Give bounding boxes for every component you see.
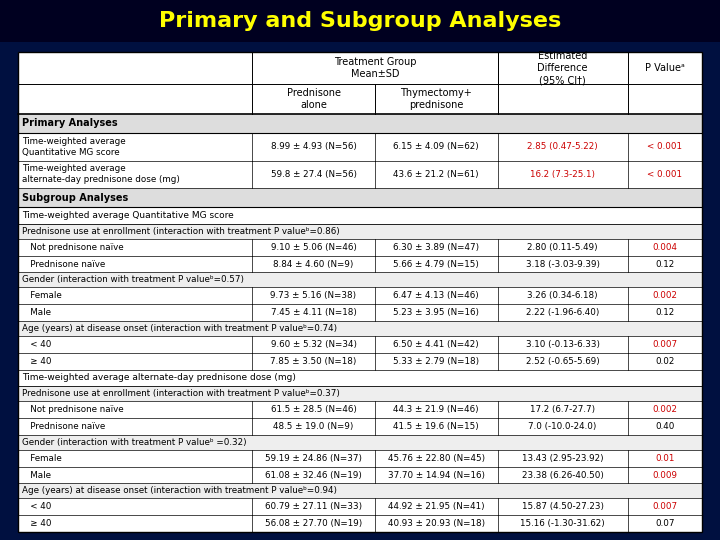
Text: 2.22 (-1.96-6.40): 2.22 (-1.96-6.40) xyxy=(526,308,599,317)
Text: Not prednisone naïve: Not prednisone naïve xyxy=(22,405,124,414)
Text: 3.10 (-0.13-6.33): 3.10 (-0.13-6.33) xyxy=(526,340,600,349)
Text: Time-weighted average alternate-day prednisone dose (mg): Time-weighted average alternate-day pred… xyxy=(22,374,296,382)
Text: Thymectomy+
prednisone: Thymectomy+ prednisone xyxy=(400,88,472,110)
Text: ≥ 40: ≥ 40 xyxy=(22,356,52,366)
Text: ≥ 40: ≥ 40 xyxy=(22,519,52,528)
Text: 6.47 ± 4.13 (N=46): 6.47 ± 4.13 (N=46) xyxy=(393,291,479,300)
Text: 44.92 ± 21.95 (N=41): 44.92 ± 21.95 (N=41) xyxy=(388,502,485,511)
Text: Not prednisone naïve: Not prednisone naïve xyxy=(22,242,124,252)
Text: 56.08 ± 27.70 (N=19): 56.08 ± 27.70 (N=19) xyxy=(265,519,362,528)
Text: 0.01: 0.01 xyxy=(655,454,675,463)
Text: Prednisone
alone: Prednisone alone xyxy=(287,88,341,110)
Text: 0.009: 0.009 xyxy=(652,470,678,480)
Text: Primary and Subgroup Analyses: Primary and Subgroup Analyses xyxy=(159,11,561,31)
Bar xyxy=(18,321,702,336)
Text: 6.30 ± 3.89 (N=47): 6.30 ± 3.89 (N=47) xyxy=(393,242,480,252)
Text: Gender (interaction with treatment P valueᵇ=0.57): Gender (interaction with treatment P val… xyxy=(22,275,244,285)
Text: 5.66 ± 4.79 (N=15): 5.66 ± 4.79 (N=15) xyxy=(393,260,479,268)
Text: 6.15 ± 4.09 (N=62): 6.15 ± 4.09 (N=62) xyxy=(393,142,479,151)
Text: Time-weighted average
Quantitative MG score: Time-weighted average Quantitative MG sc… xyxy=(22,137,125,157)
Text: 43.6 ± 21.2 (N=61): 43.6 ± 21.2 (N=61) xyxy=(393,170,479,179)
Text: Primary Analyses: Primary Analyses xyxy=(22,118,117,129)
Bar xyxy=(18,483,702,498)
Bar xyxy=(18,387,702,401)
Bar xyxy=(18,188,702,207)
Bar xyxy=(18,114,702,133)
Text: Female: Female xyxy=(22,454,62,463)
Text: 8.99 ± 4.93 (N=56): 8.99 ± 4.93 (N=56) xyxy=(271,142,356,151)
Text: 61.5 ± 28.5 (N=46): 61.5 ± 28.5 (N=46) xyxy=(271,405,356,414)
Text: 5.33 ± 2.79 (N=18): 5.33 ± 2.79 (N=18) xyxy=(393,356,480,366)
Text: 7.0 (-10.0-24.0): 7.0 (-10.0-24.0) xyxy=(528,422,597,431)
Text: 2.85 (0.47-5.22): 2.85 (0.47-5.22) xyxy=(527,142,598,151)
Text: 9.73 ± 5.16 (N=38): 9.73 ± 5.16 (N=38) xyxy=(271,291,356,300)
Text: < 40: < 40 xyxy=(22,502,51,511)
Text: 0.002: 0.002 xyxy=(652,291,678,300)
Text: Prednisone naïve: Prednisone naïve xyxy=(22,422,105,431)
Text: Male: Male xyxy=(22,308,51,317)
Text: 15.16 (-1.30-31.62): 15.16 (-1.30-31.62) xyxy=(521,519,605,528)
Text: 16.2 (7.3-25.1): 16.2 (7.3-25.1) xyxy=(530,170,595,179)
Text: Prednisone use at enrollment (interaction with treatment P valueᵇ=0.37): Prednisone use at enrollment (interactio… xyxy=(22,389,340,399)
Text: 13.43 (2.95-23.92): 13.43 (2.95-23.92) xyxy=(522,454,603,463)
Text: 2.80 (0.11-5.49): 2.80 (0.11-5.49) xyxy=(527,242,598,252)
Text: 23.38 (6.26-40.50): 23.38 (6.26-40.50) xyxy=(522,470,603,480)
Text: < 0.001: < 0.001 xyxy=(647,170,683,179)
Bar xyxy=(18,273,702,287)
Text: Time-weighted average
alternate-day prednisone dose (mg): Time-weighted average alternate-day pred… xyxy=(22,164,180,185)
Text: 0.02: 0.02 xyxy=(655,356,675,366)
Text: 41.5 ± 19.6 (N=15): 41.5 ± 19.6 (N=15) xyxy=(393,422,479,431)
Text: 59.19 ± 24.86 (N=37): 59.19 ± 24.86 (N=37) xyxy=(265,454,362,463)
Text: < 0.001: < 0.001 xyxy=(647,142,683,151)
Text: 17.2 (6.7-27.7): 17.2 (6.7-27.7) xyxy=(530,405,595,414)
Text: Time-weighted average Quantitative MG score: Time-weighted average Quantitative MG sc… xyxy=(22,211,234,220)
Text: P Valueᵃ: P Valueᵃ xyxy=(645,63,685,73)
Text: Prednisone use at enrollment (interaction with treatment P valueᵇ=0.86): Prednisone use at enrollment (interactio… xyxy=(22,227,340,236)
Text: 7.45 ± 4.11 (N=18): 7.45 ± 4.11 (N=18) xyxy=(271,308,356,317)
Text: Estimated
Difference
(95% CI†): Estimated Difference (95% CI†) xyxy=(537,51,588,85)
Text: 45.76 ± 22.80 (N=45): 45.76 ± 22.80 (N=45) xyxy=(387,454,485,463)
Text: 2.52 (-0.65-5.69): 2.52 (-0.65-5.69) xyxy=(526,356,600,366)
Text: 3.18 (-3.03-9.39): 3.18 (-3.03-9.39) xyxy=(526,260,600,268)
Text: 9.60 ± 5.32 (N=34): 9.60 ± 5.32 (N=34) xyxy=(271,340,356,349)
Bar xyxy=(18,224,702,239)
Text: < 40: < 40 xyxy=(22,340,51,349)
Bar xyxy=(18,52,702,532)
Text: 6.50 ± 4.41 (N=42): 6.50 ± 4.41 (N=42) xyxy=(393,340,479,349)
Text: 5.23 ± 3.95 (N=16): 5.23 ± 3.95 (N=16) xyxy=(393,308,480,317)
Text: Male: Male xyxy=(22,470,51,480)
Text: Age (years) at disease onset (interaction with treatment P valueᵇ=0.94): Age (years) at disease onset (interactio… xyxy=(22,487,337,495)
Text: 3.26 (0.34-6.18): 3.26 (0.34-6.18) xyxy=(527,291,598,300)
Text: 48.5 ± 19.0 (N=9): 48.5 ± 19.0 (N=9) xyxy=(274,422,354,431)
Text: Subgroup Analyses: Subgroup Analyses xyxy=(22,193,128,202)
Text: Female: Female xyxy=(22,291,62,300)
Text: Prednisone naïve: Prednisone naïve xyxy=(22,260,105,268)
Text: Treatment Group
Mean±SD: Treatment Group Mean±SD xyxy=(333,57,416,79)
Text: 37.70 ± 14.94 (N=16): 37.70 ± 14.94 (N=16) xyxy=(387,470,485,480)
Text: 0.002: 0.002 xyxy=(652,405,678,414)
Text: 59.8 ± 27.4 (N=56): 59.8 ± 27.4 (N=56) xyxy=(271,170,356,179)
Text: 15.87 (4.50-27.23): 15.87 (4.50-27.23) xyxy=(521,502,603,511)
Text: 44.3 ± 21.9 (N=46): 44.3 ± 21.9 (N=46) xyxy=(393,405,479,414)
Text: Gender (interaction with treatment P valueᵇ =0.32): Gender (interaction with treatment P val… xyxy=(22,438,247,447)
Text: 7.85 ± 3.50 (N=18): 7.85 ± 3.50 (N=18) xyxy=(270,356,356,366)
Text: 0.004: 0.004 xyxy=(652,242,678,252)
Text: 0.007: 0.007 xyxy=(652,340,678,349)
Text: 9.10 ± 5.06 (N=46): 9.10 ± 5.06 (N=46) xyxy=(271,242,356,252)
Text: 0.07: 0.07 xyxy=(655,519,675,528)
Text: Age (years) at disease onset (interaction with treatment P valueᵇ=0.74): Age (years) at disease onset (interactio… xyxy=(22,324,337,333)
Text: 60.79 ± 27.11 (N=33): 60.79 ± 27.11 (N=33) xyxy=(265,502,362,511)
Bar xyxy=(18,435,702,450)
Text: 0.12: 0.12 xyxy=(655,260,675,268)
Text: 0.12: 0.12 xyxy=(655,308,675,317)
Text: 61.08 ± 32.46 (N=19): 61.08 ± 32.46 (N=19) xyxy=(265,470,362,480)
Text: 0.40: 0.40 xyxy=(655,422,675,431)
Text: 8.84 ± 4.60 (N=9): 8.84 ± 4.60 (N=9) xyxy=(274,260,354,268)
Text: 40.93 ± 20.93 (N=18): 40.93 ± 20.93 (N=18) xyxy=(387,519,485,528)
Text: 0.007: 0.007 xyxy=(652,502,678,511)
Bar xyxy=(18,52,702,532)
Bar xyxy=(0,0,720,42)
